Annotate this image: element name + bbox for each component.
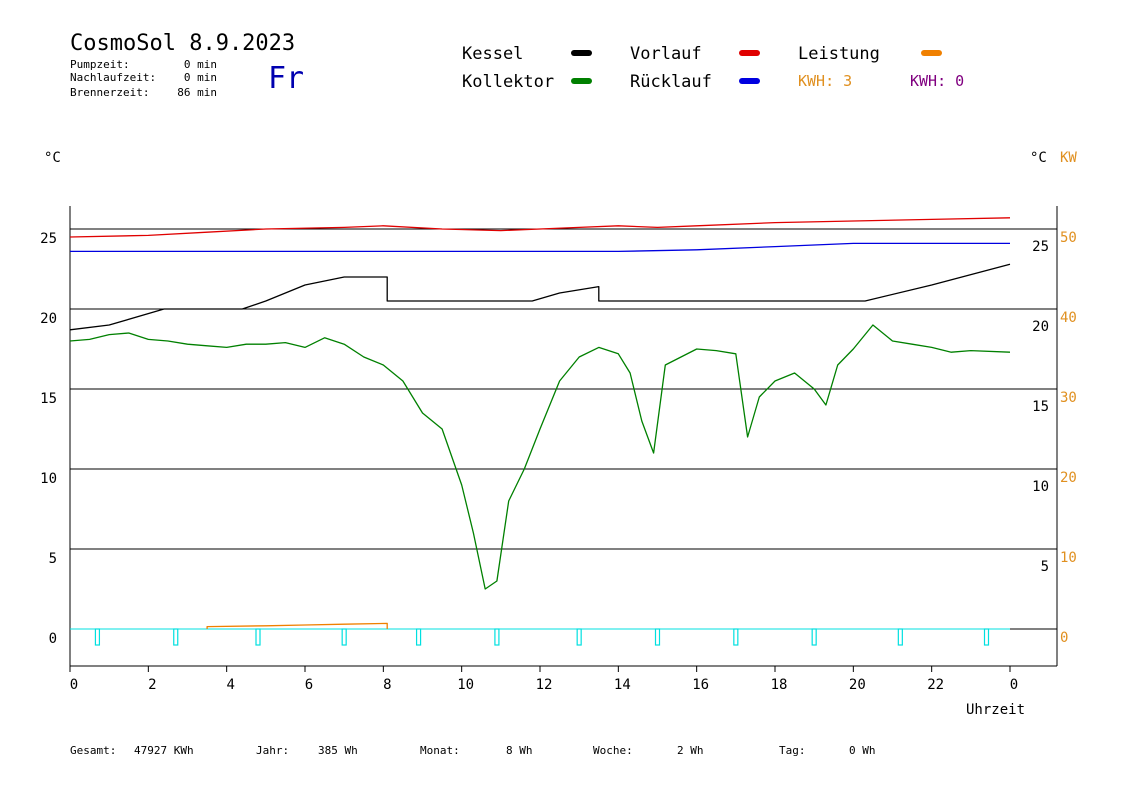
x-tick-label: 12 <box>536 677 553 693</box>
y-tick-label: 15 <box>40 391 57 407</box>
right-axis-unit-kw: KW <box>1060 150 1077 166</box>
pump-marker <box>494 628 500 646</box>
stat-value: 0 min <box>184 71 217 84</box>
footer-value: 8 Wh <box>506 744 533 757</box>
stat-value: 86 min <box>177 86 217 99</box>
footer-value: 47927 KWh <box>134 744 194 757</box>
y-tick-label: 10 <box>40 471 57 487</box>
footer-label: Jahr: <box>256 744 289 757</box>
pump-marker <box>897 628 903 646</box>
y-tick-label: 25 <box>40 231 57 247</box>
x-tick-label: 18 <box>771 677 788 693</box>
legend-kwh-label: KWH: 3 <box>798 72 852 90</box>
footer-label: Gesamt: <box>70 744 116 757</box>
x-tick-label: 2 <box>148 677 156 693</box>
pump-marker <box>255 628 261 646</box>
x-tick-label: 4 <box>226 677 234 693</box>
x-tick-label: 8 <box>383 677 391 693</box>
y2-tick-label: 25 <box>1032 239 1049 255</box>
y-tick-label: 5 <box>49 551 57 567</box>
series-kollektor-line <box>69 324 1011 590</box>
footer-value: 0 Wh <box>849 744 876 757</box>
y2-tick-label: 15 <box>1032 399 1049 415</box>
legend-swatch-ruecklauf <box>739 78 760 84</box>
kw-tick-label: 0 <box>1060 630 1068 646</box>
pump-marker <box>654 628 661 646</box>
legend-swatch-kollektor <box>571 78 592 84</box>
footer-label: Woche: <box>593 744 633 757</box>
legend-swatch-leistung <box>921 50 942 56</box>
series-vorlauf-line <box>69 217 1011 238</box>
pump-marker <box>94 628 101 646</box>
x-axis-label: Uhrzeit <box>966 702 1025 718</box>
legend-kwh-label: KWH: 0 <box>910 72 964 90</box>
legend: Kessel Vorlauf Leistung Kollektor Rückla… <box>462 44 964 92</box>
kw-tick-label: 30 <box>1060 390 1077 406</box>
pump-marker <box>415 628 422 646</box>
footer: Gesamt: 47927 KWh Jahr: 385 Wh Monat: 8 … <box>70 744 876 757</box>
day-label: Fr <box>268 61 304 96</box>
y2-tick-label: 10 <box>1032 479 1049 495</box>
pump-marker <box>811 628 817 646</box>
x-tick-label: 0 <box>1010 677 1018 693</box>
stat-value: 0 min <box>184 58 217 71</box>
x-tick-label: 14 <box>614 677 631 693</box>
x-tick-label: 22 <box>927 677 944 693</box>
gridlines <box>70 228 1057 630</box>
legend-swatch-kessel <box>571 50 592 56</box>
series-layer <box>69 217 1011 629</box>
right-axis-unit: °C <box>1030 150 1047 166</box>
pump-marker <box>733 628 739 646</box>
y-tick-label: 20 <box>40 311 57 327</box>
footer-label: Monat: <box>420 744 460 757</box>
footer-label: Tag: <box>779 744 806 757</box>
stat-label: Brennerzeit: <box>70 86 149 99</box>
x-tick-label: 20 <box>849 677 866 693</box>
kw-tick-label: 10 <box>1060 550 1077 566</box>
legend-label: Kessel <box>462 44 523 64</box>
pump-marker <box>173 628 179 646</box>
stat-label: Nachlaufzeit: <box>70 71 156 84</box>
legend-label: Leistung <box>798 44 880 64</box>
pump-marker <box>576 628 582 646</box>
series-ruecklauf-line <box>70 242 1010 253</box>
x-tick-label: 16 <box>692 677 709 693</box>
y-tick-label: 0 <box>49 631 57 647</box>
y2-tick-label: 5 <box>1041 559 1049 575</box>
kw-tick-label: 20 <box>1060 470 1077 486</box>
pump-marker <box>983 628 990 646</box>
legend-label: Rücklauf <box>630 72 712 92</box>
x-tick-label: 0 <box>70 677 78 693</box>
x-tick-label: 6 <box>305 677 313 693</box>
legend-swatch-vorlauf <box>739 50 760 56</box>
pump-markers <box>94 628 990 646</box>
kw-tick-label: 40 <box>1060 310 1077 326</box>
left-axis-unit: °C <box>44 150 61 166</box>
legend-label: Vorlauf <box>630 44 702 64</box>
legend-label: Kollektor <box>462 72 554 92</box>
footer-value: 2 Wh <box>677 744 704 757</box>
stat-label: Pumpzeit: <box>70 58 130 71</box>
tick-labels: 0 5 10 15 20 25 5 10 15 20 25 0 10 20 30 40 50 0 2 4 6 8 10 12 1… <box>40 230 1077 693</box>
page-title: CosmoSol 8.9.2023 <box>70 31 295 56</box>
kw-tick-label: 50 <box>1060 230 1077 246</box>
pump-marker <box>341 628 347 646</box>
y2-tick-label: 20 <box>1032 319 1049 335</box>
series-kessel-line <box>69 263 1011 331</box>
series-leistung-line <box>206 622 388 629</box>
x-tick-label: 10 <box>457 677 474 693</box>
footer-value: 385 Wh <box>318 744 358 757</box>
